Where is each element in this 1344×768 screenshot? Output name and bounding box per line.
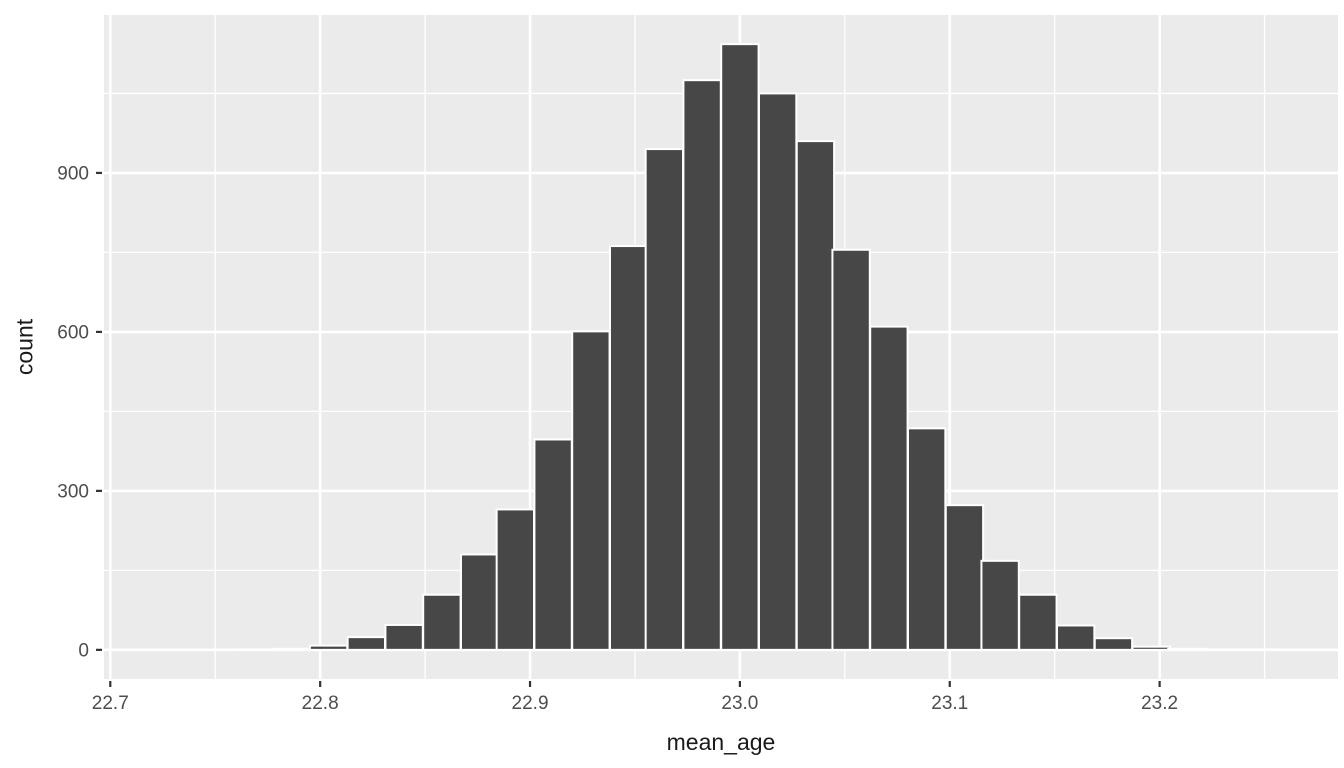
histogram-bars [235,43,1283,651]
histogram-bar [1131,645,1171,651]
x-tick-label: 23.1 [931,693,968,714]
histogram-bar [608,245,649,651]
histogram-bar [1093,637,1134,651]
histogram-bar [422,593,462,651]
histogram-bar [869,325,909,651]
y-tick-label: 900 [57,163,89,184]
x-axis-title: mean_age [666,729,776,755]
histogram-bar [346,636,387,651]
histogram-bar [1167,647,1207,651]
x-tick-label: 22.8 [302,693,339,714]
histogram-bar [308,644,349,651]
x-tick-label: 23.0 [721,693,758,714]
x-tick-label: 22.7 [92,693,129,714]
y-tick-label: 0 [78,640,89,661]
histogram-bar [831,248,871,651]
x-tick-label: 23.2 [1141,693,1178,714]
histogram-bar [1018,593,1058,651]
histogram-bar [1242,648,1283,651]
histogram-bar [757,92,798,651]
histogram-bar [1204,648,1245,651]
axis-tick-marks [96,171,1161,687]
histogram-bar [459,553,500,651]
histogram-bar [384,623,424,651]
x-tick-labels: 22.7 22.8 22.9 23.0 23.1 23.2 [92,693,1178,714]
histogram-bar [980,559,1020,651]
histogram-bar [495,508,536,651]
histogram-bar [906,427,947,651]
histogram-bar [273,647,313,651]
histogram-bar [944,504,985,651]
histogram-bar [1055,624,1096,651]
histogram-bar [682,79,722,651]
y-tick-labels: 0 300 600 900 [57,163,89,661]
histogram-bar [795,140,836,651]
histogram-bar [571,330,611,651]
histogram-bar [235,648,275,651]
y-tick-label: 300 [57,481,89,502]
x-tick-label: 22.9 [512,693,549,714]
histogram-bar [644,148,685,651]
histogram-bar [720,43,760,651]
y-axis-title: count [11,318,38,376]
histogram-bar [533,438,573,651]
y-tick-label: 600 [57,322,89,343]
